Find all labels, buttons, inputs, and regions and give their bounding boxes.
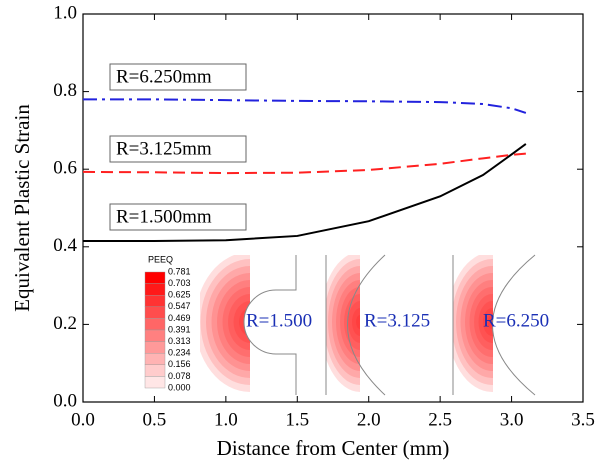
colorbar-band bbox=[145, 330, 165, 342]
colorbar-label: 0.469 bbox=[168, 313, 191, 323]
x-tick-label: 0.5 bbox=[143, 409, 167, 430]
colorbar-band bbox=[145, 318, 165, 330]
colorbar-label: 0.781 bbox=[168, 266, 191, 276]
annotation-text: R=3.125mm bbox=[116, 138, 212, 159]
colorbar-band bbox=[145, 307, 165, 319]
x-axis-title: Distance from Center (mm) bbox=[217, 436, 450, 460]
colorbar-title: PEEQ bbox=[148, 254, 173, 264]
colorbar-label: 0.625 bbox=[168, 290, 191, 300]
chart: Distance from Center (mm) Equivalent Pla… bbox=[0, 0, 605, 470]
colorbar-label: 0.156 bbox=[168, 359, 191, 369]
colorbar-band bbox=[145, 284, 165, 296]
colorbar-band bbox=[145, 365, 165, 377]
specimen-label: R=1.500 bbox=[246, 310, 312, 331]
x-tick-label: 1.5 bbox=[285, 409, 309, 430]
y-tick-label: 0.4 bbox=[53, 235, 77, 256]
x-tick-label: 2.0 bbox=[357, 409, 381, 430]
colorbar-label: 0.391 bbox=[168, 324, 191, 334]
y-tick-label: 1.0 bbox=[53, 2, 77, 23]
specimen-label: R=3.125 bbox=[364, 310, 430, 331]
annotation: R=6.250mm bbox=[110, 64, 246, 90]
contour-band bbox=[356, 315, 364, 329]
colorbar-band bbox=[145, 353, 165, 365]
colorbar-label: 0.000 bbox=[168, 382, 191, 392]
colorbar-label: 0.078 bbox=[168, 371, 191, 381]
x-tick-label: 3.5 bbox=[571, 409, 595, 430]
colorbar-label: 0.547 bbox=[168, 301, 191, 311]
colorbar-label: 0.234 bbox=[168, 348, 191, 358]
colorbar-label: 0.313 bbox=[168, 336, 191, 346]
colorbar-band bbox=[145, 295, 165, 307]
x-tick-label: 2.5 bbox=[428, 409, 452, 430]
y-tick-label: 0.6 bbox=[53, 158, 77, 179]
colorbar-band bbox=[145, 342, 165, 354]
specimen-label: R=6.250 bbox=[483, 310, 549, 331]
y-tick-label: 0.0 bbox=[53, 390, 77, 411]
colorbar-band bbox=[145, 376, 165, 388]
annotation: R=3.125mm bbox=[110, 136, 246, 162]
y-tick-label: 0.2 bbox=[53, 313, 77, 334]
annotation-text: R=6.250mm bbox=[116, 66, 212, 87]
annotation: R=1.500mm bbox=[110, 204, 246, 230]
x-tick-label: 3.0 bbox=[500, 409, 524, 430]
colorbar-label: 0.703 bbox=[168, 278, 191, 288]
colorbar-band bbox=[145, 272, 165, 284]
x-tick-label: 0.0 bbox=[71, 409, 95, 430]
x-tick-label: 1.0 bbox=[214, 409, 238, 430]
y-axis-title: Equivalent Plastic Strain bbox=[10, 104, 34, 312]
annotation-text: R=1.500mm bbox=[116, 206, 212, 227]
y-tick-label: 0.8 bbox=[53, 80, 77, 101]
line bbox=[83, 99, 526, 113]
